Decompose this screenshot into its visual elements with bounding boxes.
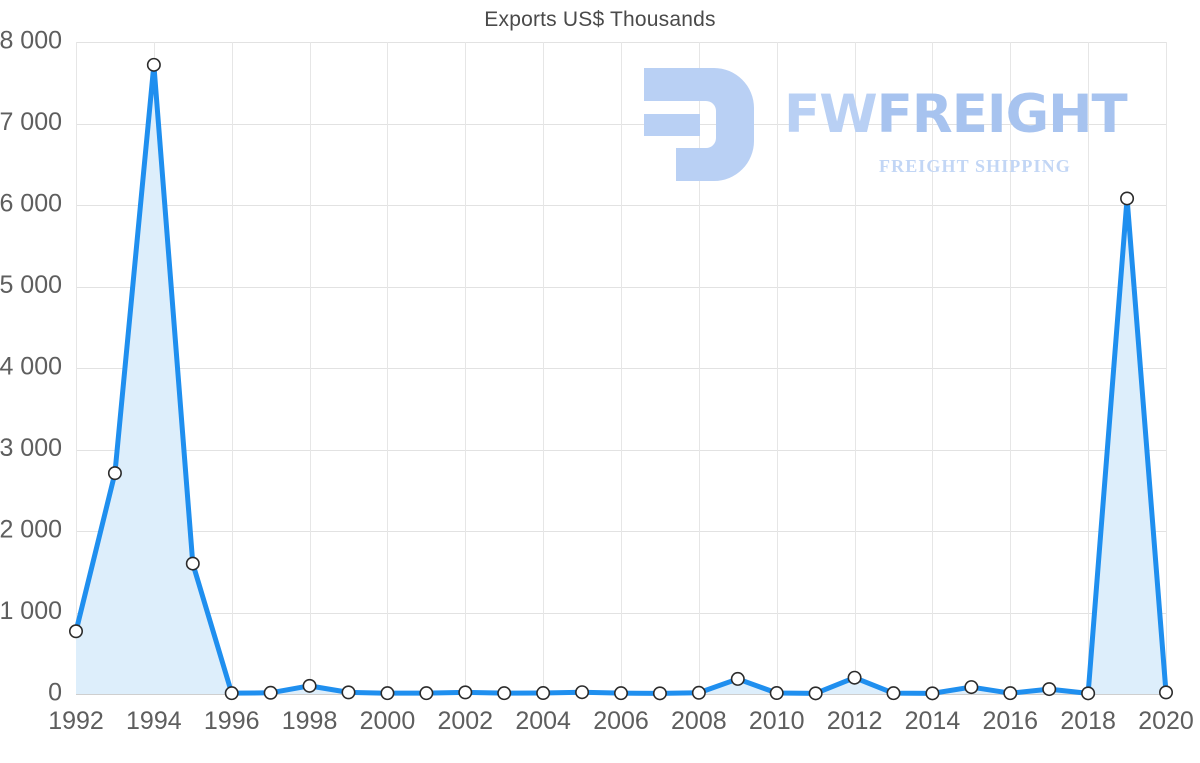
x-axis-tick-label: 2016 (982, 707, 1038, 735)
data-point-marker[interactable] (380, 686, 395, 701)
data-point-marker[interactable] (769, 686, 784, 701)
data-point-marker[interactable] (1081, 686, 1096, 701)
x-axis-tick-label: 2000 (360, 707, 416, 735)
data-point-marker[interactable] (224, 686, 239, 701)
data-point-marker[interactable] (886, 686, 901, 701)
data-point-marker[interactable] (847, 670, 862, 685)
x-axis-tick-label: 2006 (593, 707, 649, 735)
data-point-marker[interactable] (575, 685, 590, 700)
y-axis-tick-label: 6 000 (0, 190, 62, 218)
x-axis-tick-label: 1998 (282, 707, 338, 735)
data-point-marker[interactable] (964, 680, 979, 695)
x-axis-tick-label: 2010 (749, 707, 805, 735)
y-axis-tick-label: 7 000 (0, 108, 62, 136)
data-point-marker[interactable] (613, 686, 628, 701)
series-markers (69, 57, 1174, 701)
x-axis-tick-labels: 1992 1994 1996 1998 2000 2002 2004 2006 2008 2010… (48, 707, 1194, 735)
x-axis-tick-label: 1994 (126, 707, 182, 735)
x-axis-tick-label: 2012 (827, 707, 883, 735)
series-area-fill (76, 64, 1166, 694)
data-point-marker[interactable] (1120, 191, 1135, 206)
data-point-marker[interactable] (691, 685, 706, 700)
data-point-marker[interactable] (107, 466, 122, 481)
data-point-marker[interactable] (185, 556, 200, 571)
data-point-marker[interactable] (263, 685, 278, 700)
data-point-marker[interactable] (536, 686, 551, 701)
x-axis-tick-label: 2002 (437, 707, 493, 735)
y-axis-tick-label: 4 000 (0, 353, 62, 381)
y-axis-tick-label: 2 000 (0, 516, 62, 544)
data-point-marker[interactable] (302, 678, 317, 693)
data-point-marker[interactable] (925, 686, 940, 701)
y-axis-tick-labels: 0 1 000 2 000 3 000 4 000 5 000 6 000 7 000 8 00… (0, 27, 62, 707)
data-point-marker[interactable] (419, 686, 434, 701)
data-point-marker[interactable] (1042, 682, 1057, 697)
data-point-marker[interactable] (1003, 686, 1018, 701)
data-point-marker[interactable] (458, 685, 473, 700)
x-axis-tick-label: 2004 (515, 707, 571, 735)
data-point-marker[interactable] (69, 624, 84, 639)
data-point-marker[interactable] (1159, 685, 1174, 700)
data-point-marker[interactable] (652, 686, 667, 701)
data-point-marker[interactable] (497, 686, 512, 701)
y-axis-tick-label: 8 000 (0, 27, 62, 55)
x-axis-tick-label: 2020 (1138, 707, 1194, 735)
y-axis-tick-label: 5 000 (0, 271, 62, 299)
x-axis-tick-label: 1992 (48, 707, 104, 735)
chart-title: Exports US$ Thousands (484, 8, 716, 31)
data-point-marker[interactable] (146, 57, 161, 72)
data-point-marker[interactable] (808, 686, 823, 701)
data-point-marker[interactable] (341, 685, 356, 700)
x-axis-tick-label: 2014 (905, 707, 961, 735)
y-axis-tick-label: 3 000 (0, 434, 62, 462)
x-axis-tick-label: 2018 (1060, 707, 1116, 735)
x-axis-tick-label: 1996 (204, 707, 260, 735)
y-axis-tick-label: 1 000 (0, 597, 62, 625)
x-axis-tick-label: 2008 (671, 707, 727, 735)
y-axis-tick-label: 0 (48, 679, 62, 707)
data-point-marker[interactable] (730, 671, 745, 686)
